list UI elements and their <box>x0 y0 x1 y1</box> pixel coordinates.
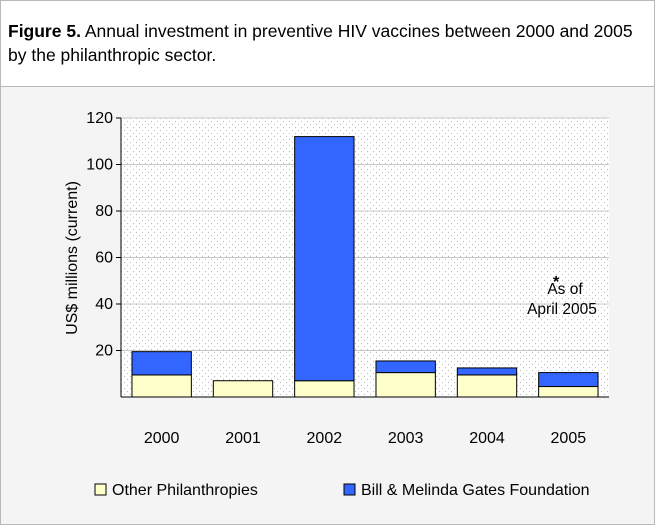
x-tick-label: 2005 <box>551 430 587 447</box>
bar-other-2005 <box>538 386 599 398</box>
legend-label-other: Other Philanthropies <box>112 482 258 499</box>
legend-label-gates: Bill & Melinda Gates Foundation <box>361 482 590 499</box>
bar-gates-2003 <box>375 360 436 374</box>
y-axis-ticks: 20 40 60 80 100 120 <box>86 110 121 360</box>
y-tick-label: 80 <box>95 203 113 220</box>
bar-other-2004 <box>456 374 518 398</box>
bar-other-2003 <box>375 372 436 398</box>
bar-gates-2005 <box>538 372 599 388</box>
y-tick-label: 120 <box>86 110 113 127</box>
bars <box>131 136 599 398</box>
x-tick-label: 2003 <box>388 430 424 447</box>
y-tick-label: 40 <box>95 296 113 313</box>
x-tick-label: 2002 <box>307 430 343 447</box>
y-tick-label: 20 <box>95 343 113 360</box>
bar-other-2000 <box>131 374 192 398</box>
bar-gates-2002 <box>294 136 355 382</box>
x-axis-labels: 2000 2001 2002 2003 2004 2005 <box>144 430 586 447</box>
y-axis-label: US$ millions (current) <box>64 181 81 335</box>
bar-gates-2000 <box>131 351 192 376</box>
figure-label: Figure 5. <box>8 21 81 41</box>
figure-caption-text: Annual investment in preventive HIV vacc… <box>8 21 633 65</box>
annotation: * As of April 2005 <box>527 274 597 318</box>
gridlines <box>121 117 609 351</box>
legend: Other Philanthropies Bill & Melinda Gate… <box>94 482 590 499</box>
x-tick-label: 2001 <box>225 430 261 447</box>
figure-caption: Figure 5. Annual investment in preventiv… <box>8 19 648 67</box>
bar-other-2001 <box>212 380 274 398</box>
annotation-line2: April 2005 <box>527 301 597 318</box>
x-tick-label: 2004 <box>469 430 505 447</box>
y-tick-label: 100 <box>86 157 113 174</box>
legend-swatch-other <box>94 483 107 496</box>
bar-other-2002 <box>294 380 355 398</box>
figure-header: Figure 5. Annual investment in preventiv… <box>1 1 654 87</box>
bar-gates-2004 <box>456 367 518 376</box>
annotation-asterisk: * <box>553 274 560 291</box>
legend-swatch-gates <box>343 483 356 496</box>
y-tick-label: 60 <box>95 250 113 267</box>
annotation-line1: As of <box>547 281 583 298</box>
x-tick-label: 2000 <box>144 430 180 447</box>
